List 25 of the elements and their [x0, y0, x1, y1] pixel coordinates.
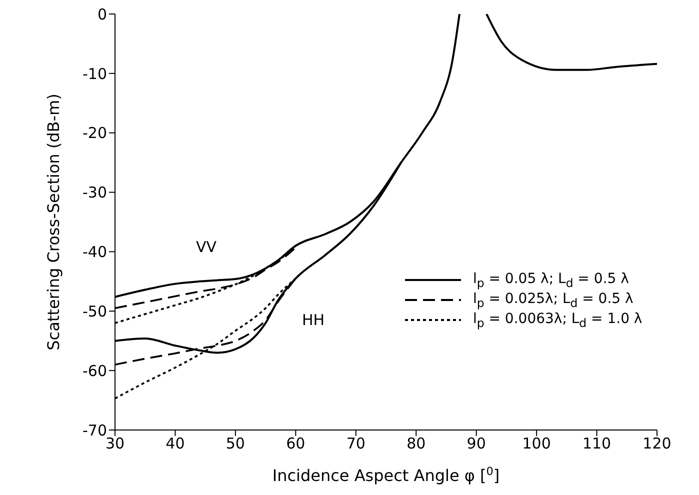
y-tick-label: -10	[82, 64, 107, 83]
annotation: HH	[302, 311, 325, 329]
y-tick-label: -60	[82, 362, 107, 380]
x-tick-label: 70	[346, 434, 366, 453]
y-axis-title: Scattering Cross-Section (dB-m)	[44, 94, 63, 350]
x-axis-title: Incidence Aspect Angle φ [$^{0}$]	[272, 464, 500, 485]
legend-label: l$_{p}$ = 0.025λ; L$_{d}$ = 0.5 λ	[473, 290, 634, 310]
legend-label: l$_{p}$ = 0.05 λ; L$_{d}$ = 0.5 λ	[473, 270, 629, 290]
annotation: VV	[196, 238, 218, 256]
y-tick-label: -40	[82, 243, 107, 262]
x-tick-label: 60	[286, 434, 306, 453]
y-tick-label: -30	[82, 184, 107, 202]
y-tick-label: 0	[97, 5, 107, 24]
y-tick-label: -70	[82, 421, 107, 440]
x-tick-label: 110	[582, 434, 612, 453]
x-tick-label: 40	[166, 434, 185, 453]
y-tick-label: -20	[82, 124, 107, 142]
x-tick-label: 120	[642, 434, 672, 453]
x-tick-label: 30	[105, 434, 125, 453]
x-tick-label: 80	[406, 434, 426, 453]
x-tick-label: 100	[522, 434, 551, 453]
legend-label: l$_{p}$ = 0.0063λ; L$_{d}$ = 1.0 λ	[473, 310, 642, 330]
x-tick-label: 90	[466, 434, 486, 453]
x-tick-label: 50	[226, 434, 245, 453]
y-tick-label: -50	[82, 302, 107, 320]
